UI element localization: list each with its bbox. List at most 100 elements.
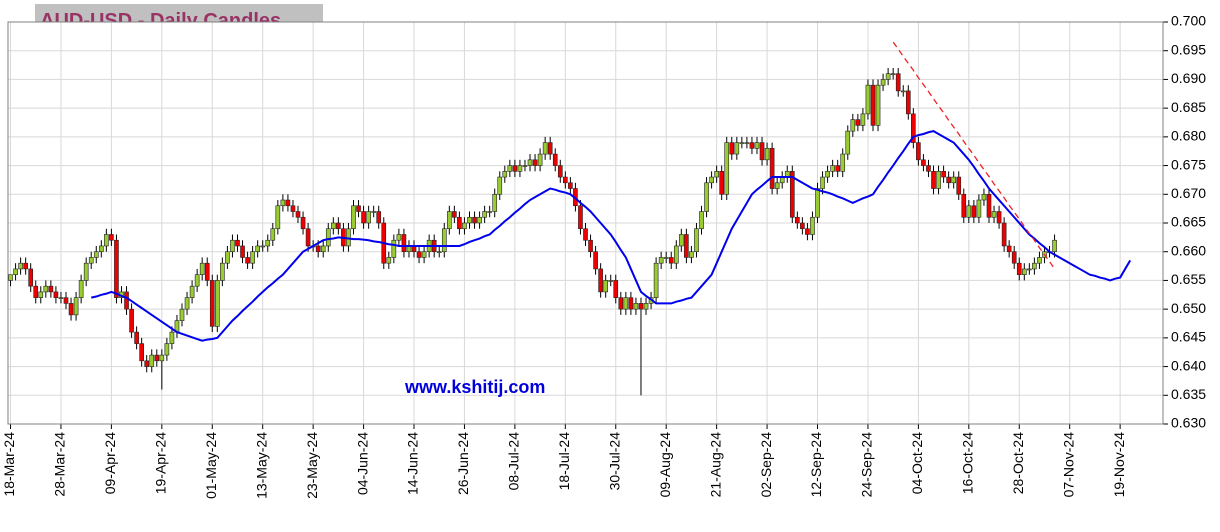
- candle-body: [416, 251, 422, 258]
- y-tick-label: 0.695: [1171, 41, 1206, 57]
- candle-body: [885, 73, 891, 80]
- y-tick-label: 0.670: [1171, 185, 1206, 201]
- candle-body: [250, 251, 255, 264]
- candle-body: [366, 211, 371, 224]
- candle-body: [351, 205, 356, 230]
- y-tick-label: 0.635: [1171, 386, 1206, 402]
- x-tick-label: 07-Nov-24: [1060, 432, 1076, 498]
- candle-body: [820, 176, 825, 189]
- candle-body: [613, 280, 619, 298]
- candle-body: [462, 222, 467, 230]
- candle-body: [401, 234, 407, 253]
- candle-body: [275, 205, 281, 230]
- y-tick-label: 0.685: [1171, 99, 1206, 115]
- candle-body: [694, 228, 699, 253]
- candle-body: [325, 228, 331, 247]
- x-tick-label: 30-Jul-24: [606, 432, 622, 491]
- candle-body: [840, 153, 846, 172]
- candle-body: [356, 205, 361, 212]
- candle-body: [931, 171, 936, 189]
- candle-body: [532, 159, 538, 166]
- candle-body: [240, 245, 245, 258]
- candle-body: [396, 234, 402, 241]
- candle-body: [890, 73, 896, 75]
- candle-body: [235, 239, 240, 247]
- candle-body: [921, 159, 926, 166]
- candle-body: [209, 280, 215, 327]
- candle-body: [638, 303, 644, 310]
- candle-body: [441, 228, 447, 253]
- x-tick-label: 24-Sep-24: [859, 432, 875, 498]
- candle-body: [1006, 245, 1012, 253]
- candle-body: [134, 331, 139, 344]
- candle-body: [230, 239, 235, 253]
- candle-body: [547, 142, 553, 155]
- candle-body: [139, 343, 144, 362]
- x-tick-label: 02-Sep-24: [758, 432, 774, 498]
- candle-body: [946, 176, 951, 184]
- trend-line: [892, 41, 1056, 270]
- candle-body: [517, 165, 523, 172]
- candle-body: [709, 176, 714, 184]
- y-tick-label: 0.630: [1171, 415, 1206, 431]
- candle-body: [18, 262, 23, 270]
- candle-body: [391, 239, 397, 258]
- candle-body: [900, 90, 906, 93]
- x-tick-label: 08-Jul-24: [506, 432, 522, 491]
- x-tick-label: 18-Mar-24: [1, 432, 17, 497]
- candle-body: [588, 239, 593, 253]
- x-tick-label: 12-Sep-24: [808, 432, 824, 498]
- candle-body: [154, 354, 160, 362]
- candle-body: [815, 188, 820, 218]
- candle-body: [194, 274, 200, 287]
- candle-body: [169, 331, 175, 344]
- candle-body: [800, 222, 805, 230]
- x-tick-label: 23-May-24: [304, 432, 320, 499]
- candle-body: [603, 280, 608, 293]
- candle-body: [457, 216, 462, 230]
- candle-body: [789, 171, 795, 218]
- candle-body: [653, 262, 659, 298]
- candle-body: [563, 176, 568, 184]
- x-tick-label: 13-May-24: [253, 432, 269, 499]
- candle-body: [386, 257, 392, 264]
- candle-body: [961, 193, 967, 218]
- candle-body: [38, 291, 44, 298]
- candle-body: [951, 176, 957, 184]
- x-tick-label: 14-Jun-24: [405, 432, 421, 495]
- candle-body: [542, 142, 548, 155]
- candle-body: [73, 297, 79, 316]
- candle-body: [83, 262, 89, 281]
- candle-body: [956, 176, 962, 195]
- candle-body: [981, 193, 987, 201]
- candle-body: [421, 251, 427, 258]
- candle-body: [487, 211, 492, 213]
- candle-body: [991, 211, 997, 218]
- candle-body: [850, 119, 856, 132]
- x-tick-label: 28-Mar-24: [52, 432, 68, 497]
- candle-body: [749, 142, 755, 149]
- candle-body: [204, 262, 210, 281]
- y-tick-label: 0.655: [1171, 271, 1206, 287]
- candle-body: [537, 153, 543, 166]
- x-tick-label: 04-Oct-24: [909, 432, 925, 494]
- candle-body: [361, 211, 366, 224]
- candle-body: [598, 268, 603, 293]
- candle-body: [729, 142, 735, 155]
- candle-body: [214, 280, 220, 327]
- candle-body: [689, 251, 694, 258]
- candle-body: [926, 165, 931, 172]
- candle-body: [225, 251, 230, 264]
- candle-body: [28, 268, 34, 287]
- candle-body: [805, 228, 810, 235]
- candle-body: [477, 216, 482, 224]
- candle-body: [527, 159, 533, 166]
- candle-body: [593, 251, 598, 270]
- y-tick-label: 0.645: [1171, 329, 1206, 345]
- candle-body: [830, 165, 835, 172]
- candle-body: [63, 297, 69, 304]
- candle-body: [633, 303, 639, 310]
- x-tick-label: 16-Oct-24: [960, 432, 976, 494]
- candle-body: [68, 303, 74, 316]
